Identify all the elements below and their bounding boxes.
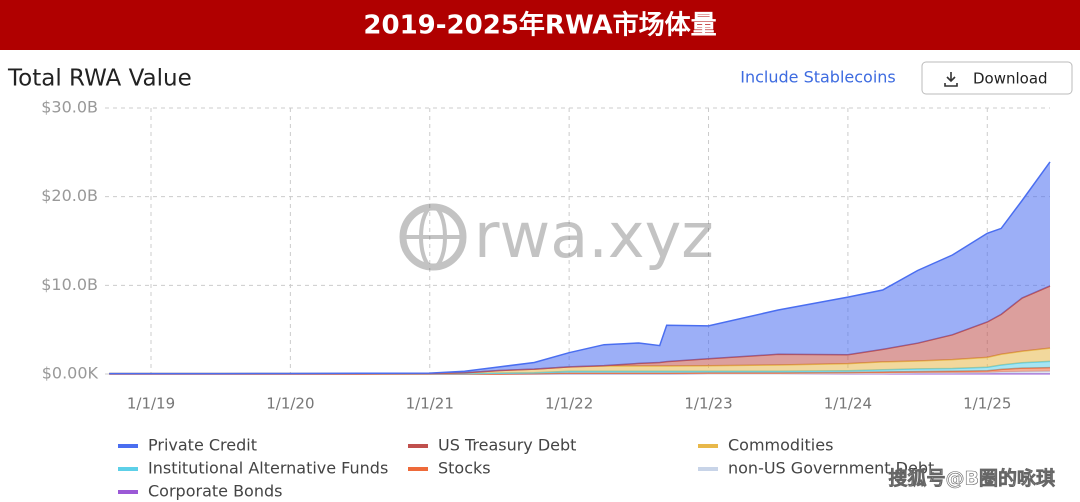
area (109, 371, 1050, 374)
download-icon (944, 72, 958, 87)
legend-label: Stocks (438, 459, 491, 478)
legend: Private Credit US Treasury Debt Commoditie… (118, 436, 934, 501)
x-tick-label: 1/1/23 (684, 395, 732, 413)
plot-area: $0.00K $10.0B $20.0B $30.0B 1/1/19 1/1/20 1/1/… (41, 98, 1051, 413)
download-label: Download (973, 70, 1048, 88)
rwa-watermark: rwa.xyz (399, 199, 714, 272)
y-tick-label: $30.0B (41, 98, 98, 117)
legend-label: Corporate Bonds (148, 482, 282, 501)
x-tick-label: 1/1/24 (824, 395, 872, 413)
area (109, 348, 1050, 374)
banner (0, 0, 1080, 50)
y-tick-label: $10.0B (41, 275, 98, 294)
y-tick-label: $0.00K (42, 364, 99, 383)
legend-label: Commodities (728, 436, 833, 455)
legend-label: US Treasury Debt (438, 436, 576, 455)
legend-label: Institutional Alternative Funds (148, 459, 388, 478)
y-tick-label: $20.0B (41, 186, 98, 205)
sohu-watermark: 搜狐号@B圈的咏琪 (889, 467, 1055, 490)
legend-label: non-US Government Debt (728, 459, 934, 478)
x-tick-label: 1/1/20 (266, 395, 314, 413)
download-button[interactable] (921, 61, 1073, 95)
area-edge (109, 161, 1051, 375)
x-tick-label: 1/1/19 (127, 395, 175, 413)
chart-title: Total RWA Value (7, 66, 192, 92)
banner-title: 2019-2025年RWA市场体量 (363, 10, 716, 41)
area (109, 161, 1050, 374)
legend-label: Private Credit (148, 436, 257, 455)
x-tick-label: 1/1/25 (963, 395, 1011, 413)
stablecoins-link[interactable]: Include Stablecoins (740, 68, 896, 87)
rwa-watermark-text: rwa.xyz (474, 199, 714, 272)
x-tick-label: 1/1/21 (406, 395, 454, 413)
x-tick-label: 1/1/22 (545, 395, 593, 413)
